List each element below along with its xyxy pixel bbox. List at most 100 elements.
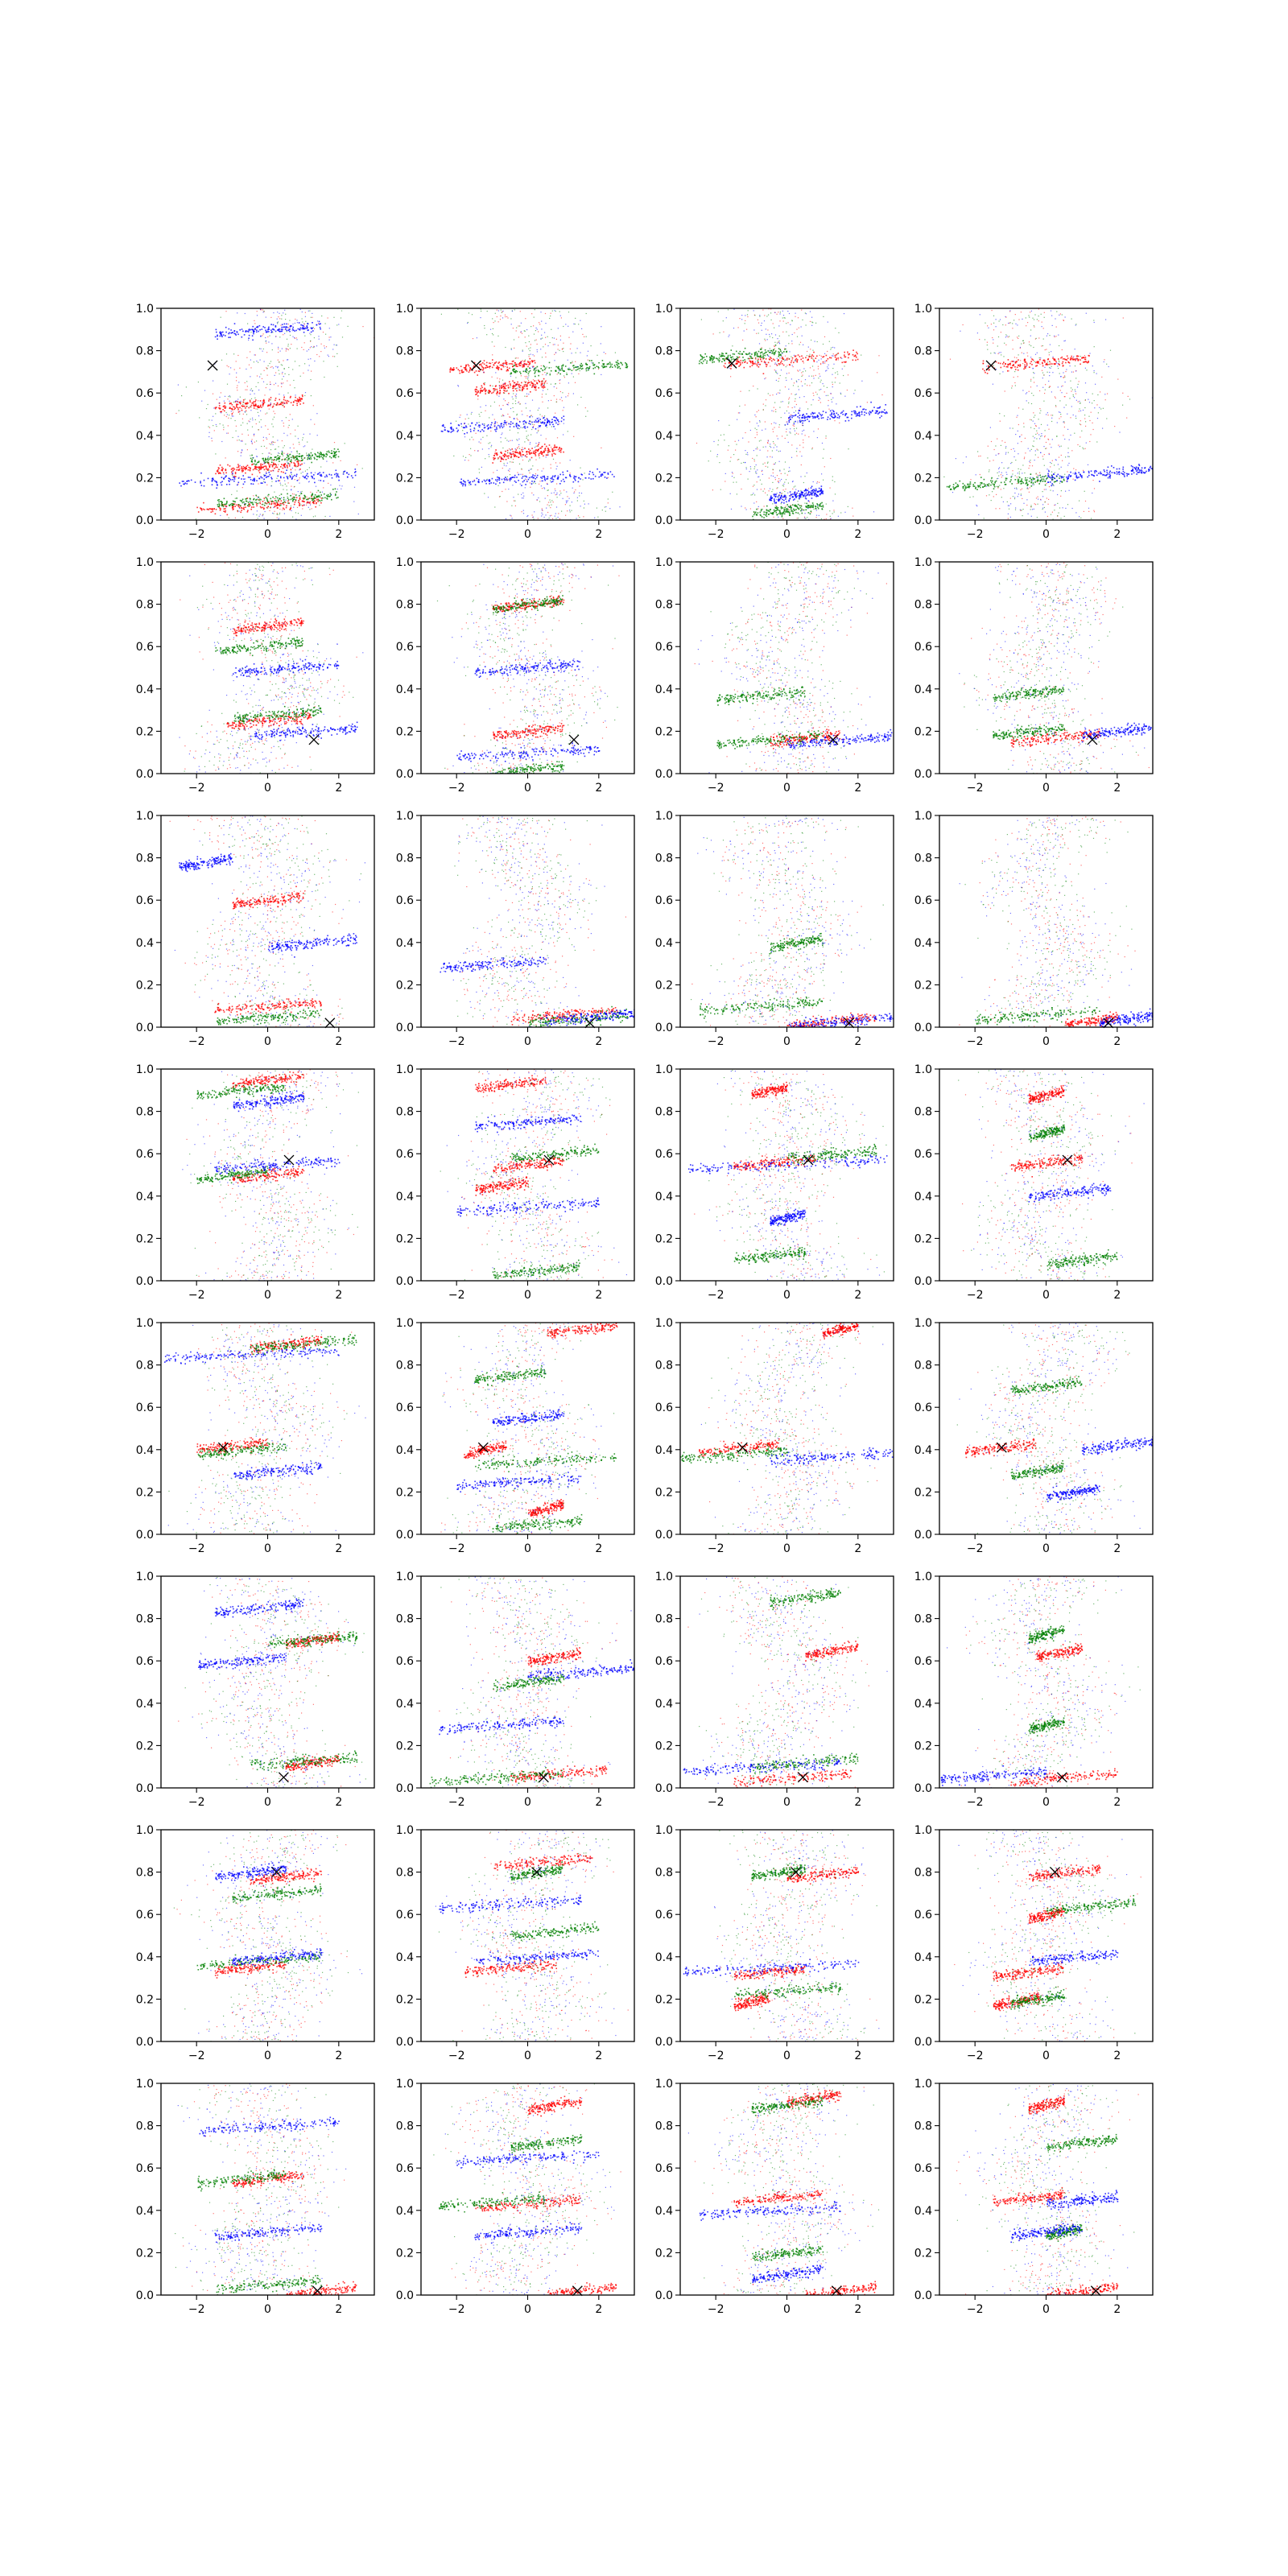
scatter-point	[841, 361, 844, 364]
scatter-point	[530, 423, 531, 425]
scatter-point	[297, 425, 299, 427]
scatter-point	[811, 505, 813, 507]
scatter-point	[296, 322, 298, 324]
scatter-point	[283, 459, 286, 460]
scatter-point	[538, 387, 539, 389]
scatter-point	[742, 357, 744, 358]
scatter-point	[215, 328, 217, 331]
scatter-point	[280, 471, 283, 473]
scatter-point	[273, 403, 275, 405]
scatter-point	[804, 312, 806, 314]
scatter-point	[547, 407, 549, 409]
scatter-point	[574, 366, 576, 368]
scatter-point	[534, 475, 536, 477]
scatter-point	[530, 434, 532, 436]
scatter-point	[820, 379, 822, 381]
scatter-point	[826, 369, 828, 371]
scatter-point	[625, 365, 627, 366]
scatter-point	[506, 361, 507, 364]
scatter-point	[520, 362, 522, 365]
scatter-point	[469, 369, 471, 372]
scatter-point	[562, 471, 564, 473]
scatter-point	[208, 427, 211, 428]
scatter-point	[801, 433, 803, 435]
scatter-point	[732, 356, 733, 358]
scatter-point	[230, 329, 232, 331]
scatter-point	[805, 509, 807, 511]
scatter-point	[550, 477, 552, 480]
scatter-point	[756, 429, 758, 431]
scatter-point	[301, 398, 303, 399]
scatter-point	[522, 510, 524, 511]
scatter-point	[299, 491, 302, 493]
scatter-point	[597, 366, 599, 368]
scatter-point	[271, 423, 273, 425]
scatter-point	[493, 425, 496, 427]
scatter-point	[570, 362, 572, 364]
scatter-point	[545, 454, 547, 456]
scatter-point	[308, 349, 310, 350]
scatter-point	[779, 357, 781, 359]
scatter-point	[607, 473, 609, 475]
series-red	[175, 308, 374, 520]
scatter-point	[495, 449, 497, 451]
scatter-point	[239, 407, 241, 409]
scatter-point	[760, 351, 762, 353]
scatter-point	[598, 476, 600, 478]
scatter-point	[484, 387, 485, 390]
scatter-point	[611, 366, 613, 368]
scatter-point	[215, 423, 217, 426]
scatter-point	[266, 506, 268, 509]
scatter-point	[485, 481, 486, 482]
scatter-point	[539, 414, 541, 415]
scatter-point	[764, 315, 766, 316]
scatter-point	[543, 452, 545, 453]
scatter-point	[542, 374, 543, 375]
scatter-point	[221, 484, 223, 486]
scatter-point	[319, 505, 320, 506]
scatter-point	[844, 395, 846, 397]
scatter-point	[268, 503, 270, 505]
scatter-point	[723, 358, 725, 360]
scatter-point	[214, 407, 217, 410]
scatter-point	[509, 480, 511, 481]
scatter-point	[247, 502, 250, 503]
scatter-point	[767, 393, 769, 394]
scatter-point	[542, 369, 543, 370]
scatter-point	[560, 397, 563, 398]
scatter-point	[739, 364, 741, 366]
scatter-point	[262, 457, 263, 460]
scatter-point	[499, 482, 501, 484]
scatter-point	[802, 509, 803, 510]
scatter-point	[779, 450, 781, 452]
scatter-point	[800, 381, 802, 382]
scatter-point	[299, 497, 301, 499]
scatter-point	[249, 505, 251, 506]
scatter-point	[517, 383, 519, 386]
scatter-point	[289, 474, 291, 476]
scatter-point	[244, 398, 246, 400]
scatter-point	[768, 351, 770, 353]
scatter-point	[284, 502, 287, 503]
scatter-point	[795, 489, 797, 490]
scatter-point	[543, 478, 546, 481]
scatter-point	[232, 409, 233, 411]
scatter-point	[601, 475, 602, 477]
scatter-point	[278, 330, 280, 332]
scatter-point	[231, 505, 233, 506]
scatter-point	[522, 454, 525, 456]
scatter-point	[181, 395, 183, 397]
scatter-point	[727, 354, 729, 357]
scatter-point	[312, 454, 313, 456]
scatter-point	[554, 449, 556, 451]
scatter-point	[538, 425, 540, 427]
scatter-point	[788, 402, 790, 404]
scatter-point	[275, 459, 278, 461]
scatter-point	[267, 496, 269, 497]
scatter-point	[225, 335, 226, 336]
scatter-point	[484, 423, 485, 425]
scatter-point	[744, 359, 745, 361]
scatter-point	[733, 481, 734, 483]
scatter-point	[302, 497, 304, 499]
scatter-point	[521, 390, 523, 392]
